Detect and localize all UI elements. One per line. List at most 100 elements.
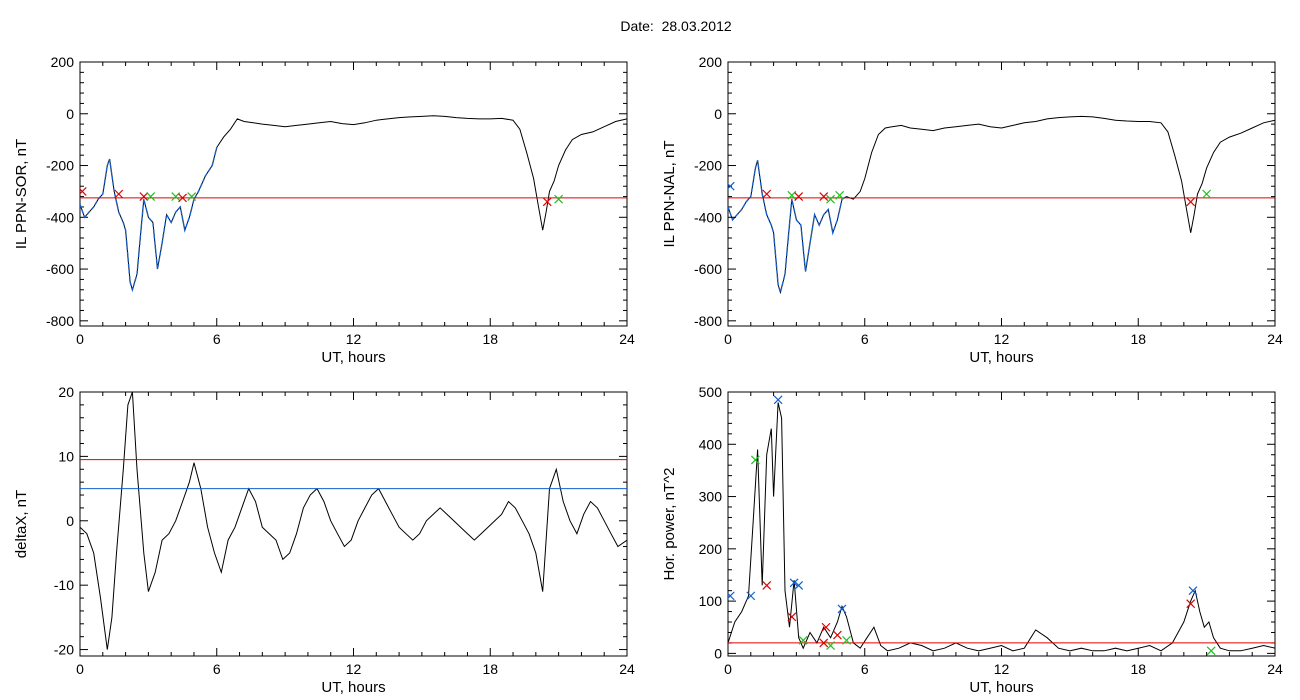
x-tick-label: 12 [994, 661, 1010, 677]
y-tick-label: 20 [58, 384, 74, 400]
marker [762, 581, 772, 590]
plot-frame [79, 61, 628, 327]
x-tick-label: 18 [482, 661, 498, 677]
marker [819, 638, 829, 648]
y-tick-label: 500 [699, 384, 723, 400]
marker [794, 581, 804, 590]
page-title: Date: 28.03.2012 [620, 18, 732, 34]
x-tick-label: 18 [482, 331, 498, 347]
marker [187, 192, 197, 202]
panel-deltax: 0 6 12 18 24 -20 -10 0 10 20 UT, hours deltaX, nT [13, 384, 635, 696]
series-line [80, 115, 627, 292]
marker [746, 591, 756, 601]
y-tick-label: -600 [46, 261, 74, 277]
series-line [80, 392, 627, 650]
x-tick-label: 12 [994, 331, 1010, 347]
y-tick-label: -200 [46, 158, 74, 174]
plot-frame [727, 391, 1276, 657]
y-tick-label: 0 [66, 106, 74, 122]
y-tick-label: 0 [714, 106, 722, 122]
y-axis-label: IL PPN-NAL, nT [661, 141, 678, 248]
marker [773, 395, 783, 405]
marker [837, 604, 847, 614]
y-tick-label: 200 [699, 541, 723, 557]
marker [794, 192, 804, 202]
marker [1206, 646, 1216, 656]
y-tick-label: 0 [66, 513, 74, 529]
marker [114, 189, 124, 199]
marker [1186, 197, 1196, 207]
y-tick-label: 0 [714, 645, 722, 661]
y-axis-label: Hor. power, nT^2 [661, 468, 678, 581]
panel-il-ppn-sor: 0 6 12 18 24 -800 -600 -400 -200 0 200 UT, hours IL … [13, 54, 635, 366]
x-tick-label: 12 [346, 661, 362, 677]
plot-area [80, 392, 627, 650]
y-tick-label: 400 [699, 436, 723, 452]
x-tick-label: 12 [346, 331, 362, 347]
x-tick-label: 0 [724, 661, 732, 677]
marker [826, 194, 835, 204]
marker [789, 578, 799, 588]
y-axis-label: IL PPN-SOR, nT [13, 139, 30, 249]
y-tick-label: 100 [699, 593, 723, 609]
y-axis-label: deltaX, nT [13, 490, 30, 558]
y-tick-label: -20 [54, 642, 74, 658]
marker [1202, 189, 1212, 199]
y-tick-label: 300 [699, 489, 723, 505]
x-tick-label: 0 [724, 331, 732, 347]
x-tick-label: 18 [1130, 661, 1146, 677]
marker [178, 193, 187, 203]
marker [139, 192, 149, 202]
marker [542, 197, 552, 207]
x-tick-label: 0 [76, 331, 84, 347]
x-axis-label: UT, hours [969, 679, 1033, 696]
blue-segment [80, 147, 218, 293]
plot-frame [727, 61, 1276, 327]
plot-area [728, 115, 1275, 296]
marker [146, 192, 156, 202]
x-tick-label: 24 [1267, 331, 1283, 347]
plot-frame [79, 391, 628, 657]
marker [1186, 599, 1196, 609]
y-tick-label: -10 [54, 577, 74, 593]
x-tick-label: 6 [861, 661, 869, 677]
marker [842, 635, 851, 645]
marker [80, 186, 87, 196]
x-tick-label: 18 [1130, 331, 1146, 347]
y-tick-label: -800 [46, 313, 74, 329]
x-tick-label: 6 [213, 661, 221, 677]
series-line [728, 402, 1275, 652]
y-tick-label: -400 [694, 209, 722, 225]
panel-il-ppn-nal: 0 6 12 18 24 -800 -600 -400 -200 0 200 UT, hours IL … [661, 54, 1283, 366]
marker [554, 194, 564, 204]
marker [762, 189, 772, 199]
x-axis-label: UT, hours [321, 349, 385, 366]
panel-hor-power: 0 6 12 18 24 0 100 200 300 400 500 UT, hours Hor. po… [661, 384, 1283, 696]
y-tick-label: -400 [46, 209, 74, 225]
marker [826, 641, 835, 650]
x-axis-label: UT, hours [969, 349, 1033, 366]
x-tick-label: 24 [1267, 661, 1283, 677]
marker [832, 630, 842, 640]
marker [819, 192, 829, 202]
x-tick-label: 0 [76, 661, 84, 677]
marker [171, 192, 181, 202]
y-tick-label: 10 [58, 448, 74, 464]
marker [821, 622, 831, 632]
x-tick-label: 24 [619, 661, 635, 677]
plot-area [80, 115, 627, 293]
x-tick-label: 6 [861, 331, 869, 347]
blue-segment [728, 160, 847, 296]
x-axis-label: UT, hours [321, 679, 385, 696]
y-tick-label: 200 [699, 54, 723, 70]
y-tick-label: -200 [694, 158, 722, 174]
y-tick-label: -600 [694, 261, 722, 277]
plot-area [728, 395, 1275, 656]
marker [728, 591, 735, 601]
marker [1188, 586, 1198, 596]
marker [787, 612, 797, 622]
y-tick-label: 200 [51, 54, 75, 70]
marker [728, 181, 735, 191]
marker [835, 190, 845, 200]
